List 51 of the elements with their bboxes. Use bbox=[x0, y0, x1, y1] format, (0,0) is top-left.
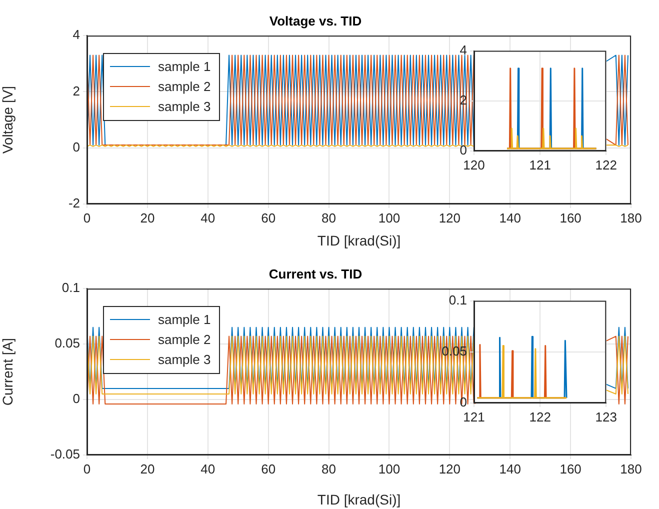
y-axis-title: Voltage [V] bbox=[0, 86, 16, 154]
x-tick-label: 120 bbox=[438, 210, 461, 226]
legend-label: sample 2 bbox=[158, 79, 211, 94]
x-tick-label: 100 bbox=[378, 461, 400, 476]
x-tick-label: 120 bbox=[463, 157, 485, 172]
legend-label: sample 3 bbox=[158, 99, 211, 114]
x-tick-label: 0 bbox=[83, 461, 91, 476]
y-tick-label: 4 bbox=[460, 42, 467, 58]
x-tick-label: 60 bbox=[261, 210, 276, 226]
y-tick-label: 0.1 bbox=[62, 280, 80, 296]
x-tick-label: 180 bbox=[620, 461, 642, 476]
x-tick-label: 40 bbox=[200, 461, 216, 476]
x-tick-label: 140 bbox=[499, 210, 521, 226]
x-tick-label: 20 bbox=[140, 210, 155, 226]
x-tick-label: 123 bbox=[595, 409, 618, 424]
y-tick-label: 2 bbox=[72, 83, 80, 98]
y-tick-label: 0 bbox=[72, 139, 80, 154]
y-axis-title: Current [A] bbox=[0, 338, 16, 406]
y-tick-label: 2 bbox=[460, 92, 467, 108]
x-tick-label: 180 bbox=[620, 210, 642, 226]
y-tick-label: -2 bbox=[68, 196, 80, 211]
y-tick-label: 0 bbox=[72, 391, 80, 406]
x-tick-label: 80 bbox=[322, 210, 336, 226]
x-tick-label: 122 bbox=[529, 409, 551, 424]
x-tick-label: 160 bbox=[560, 210, 582, 226]
x-tick-label: 100 bbox=[378, 210, 400, 226]
legend-label: sample 1 bbox=[158, 59, 211, 74]
y-tick-label: 0.05 bbox=[54, 336, 80, 351]
y-tick-label: 4 bbox=[72, 27, 80, 42]
y-tick-label: 0 bbox=[460, 394, 467, 410]
chart-title: Voltage vs. TID bbox=[269, 13, 362, 28]
x-tick-label: 60 bbox=[261, 461, 276, 476]
x-tick-label: 122 bbox=[595, 157, 618, 172]
y-tick-label: -0.05 bbox=[50, 446, 80, 462]
legend-label: sample 1 bbox=[158, 312, 211, 328]
x-tick-label: 160 bbox=[560, 461, 582, 476]
legend-label: sample 3 bbox=[158, 352, 211, 368]
x-tick-label: 121 bbox=[529, 157, 551, 172]
x-tick-label: 121 bbox=[463, 409, 485, 424]
x-tick-label: 120 bbox=[438, 461, 461, 476]
x-tick-label: 80 bbox=[322, 461, 336, 476]
x-tick-label: 40 bbox=[200, 210, 216, 226]
y-tick-label: 0.1 bbox=[448, 292, 467, 308]
legend-label: sample 2 bbox=[158, 332, 211, 348]
x-tick-label: 20 bbox=[140, 461, 155, 476]
y-tick-label: 0 bbox=[460, 142, 467, 158]
x-tick-label: 0 bbox=[83, 210, 91, 226]
x-axis-title: TID [krad(Si)] bbox=[317, 491, 401, 508]
chart-title: Current vs. TID bbox=[268, 266, 362, 282]
x-axis-title: TID [krad(Si)] bbox=[317, 232, 401, 248]
x-tick-label: 140 bbox=[499, 461, 521, 476]
